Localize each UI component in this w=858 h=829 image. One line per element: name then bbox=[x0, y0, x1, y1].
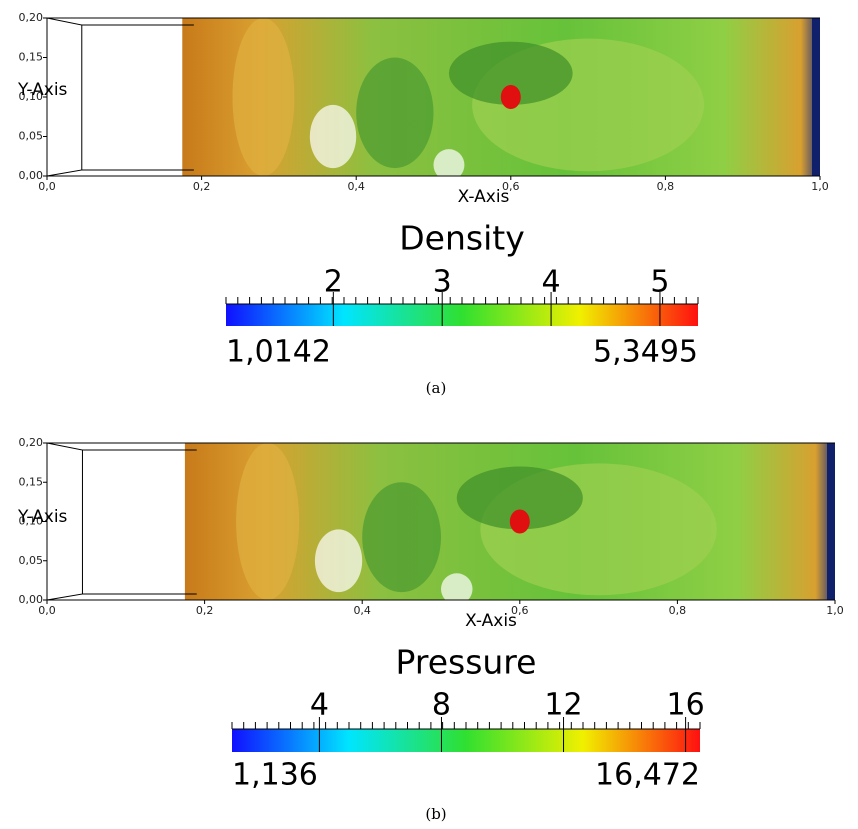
y-tick-label: 0,10 bbox=[19, 90, 44, 103]
y-tick-label: 0,10 bbox=[19, 515, 44, 528]
colorbar bbox=[226, 304, 698, 326]
y-tick-label: 0,20 bbox=[19, 11, 44, 24]
colorbar-title: Density bbox=[399, 219, 524, 258]
x-tick-label: 0,2 bbox=[193, 180, 211, 193]
caption: (a) bbox=[426, 379, 447, 397]
x-tick-label: 1,0 bbox=[826, 604, 844, 617]
y-axis-label: Y-Axis bbox=[17, 80, 68, 100]
x-tick-label: 0,6 bbox=[502, 180, 520, 193]
colorbar bbox=[232, 729, 700, 752]
y-tick-label: 0,00 bbox=[19, 593, 44, 606]
flow-structure bbox=[232, 18, 295, 176]
x-tick-label: 1,0 bbox=[811, 180, 829, 193]
flow-structure bbox=[448, 41, 573, 105]
colorbar-max-label: 5,3495 bbox=[593, 335, 698, 370]
domain-box bbox=[46, 442, 835, 601]
colorbar-tick-label: 12 bbox=[544, 688, 582, 723]
flow-structure bbox=[362, 482, 441, 593]
x-axis-label: X-Axis bbox=[465, 611, 517, 631]
colorbar-min-label: 1,0142 bbox=[226, 335, 331, 370]
domain-box bbox=[46, 17, 820, 177]
y-axis-label: Y-Axis bbox=[17, 507, 68, 527]
x-axis-label: X-Axis bbox=[458, 187, 510, 207]
colorbar-tick-label: 8 bbox=[432, 688, 451, 723]
y-tick-label: 0,05 bbox=[19, 554, 44, 567]
caption: (b) bbox=[425, 805, 446, 823]
panel: 0,0 0,2 0,4 0,6 0,8 1,0 0,00 0,05 0,10 0,15 0,20 X-… bbox=[17, 11, 829, 397]
shock-spot bbox=[509, 509, 530, 534]
colorbar-max-label: 16,472 bbox=[595, 758, 700, 793]
colorbar-tick-label: 4 bbox=[542, 265, 561, 300]
x-tick-label: 0,0 bbox=[38, 180, 56, 193]
flow-structure bbox=[236, 443, 300, 600]
flow-structure bbox=[356, 57, 434, 169]
flow-structure bbox=[456, 466, 583, 530]
colorbar-tick-label: 2 bbox=[324, 265, 343, 300]
colorbar-tick-label: 16 bbox=[667, 688, 705, 723]
colorbar-tick-label: 5 bbox=[650, 265, 669, 300]
panels: 0,0 0,2 0,4 0,6 0,8 1,00,000,050,100,150,20X-… bbox=[17, 11, 844, 823]
x-tick-label: 0,4 bbox=[353, 604, 371, 617]
x-tick-label: 0,8 bbox=[669, 604, 687, 617]
colorbar-tick-label: 4 bbox=[310, 688, 329, 723]
x-tick-label: 0,6 bbox=[511, 604, 529, 617]
y-tick-label: 0,05 bbox=[19, 130, 44, 143]
y-tick-label: 0,20 bbox=[19, 436, 44, 449]
y-tick-label: 0,00 bbox=[19, 169, 44, 182]
panel: 0,0 0,2 0,4 0,6 0,8 1,0 0,00 0,05 0,10 0,15 0,20 X-… bbox=[17, 436, 844, 823]
x-tick-label: 0,0 bbox=[38, 604, 56, 617]
x-tick-label: 0,8 bbox=[657, 180, 675, 193]
flow-structure bbox=[433, 149, 465, 181]
flow-structure bbox=[309, 104, 357, 169]
flow-edge bbox=[827, 443, 835, 600]
colorbar-tick-label: 3 bbox=[433, 265, 452, 300]
shock-spot bbox=[500, 85, 521, 109]
flow-edge bbox=[812, 18, 820, 176]
y-tick-label: 0,15 bbox=[19, 475, 44, 488]
colorbar-title: Pressure bbox=[396, 643, 537, 682]
flow-structure bbox=[314, 529, 363, 593]
colorbar-min-label: 1,136 bbox=[232, 758, 318, 793]
flow-structure bbox=[441, 573, 473, 605]
x-tick-label: 0,4 bbox=[347, 180, 365, 193]
y-tick-label: 0,15 bbox=[19, 51, 44, 64]
x-tick-label: 0,2 bbox=[196, 604, 214, 617]
